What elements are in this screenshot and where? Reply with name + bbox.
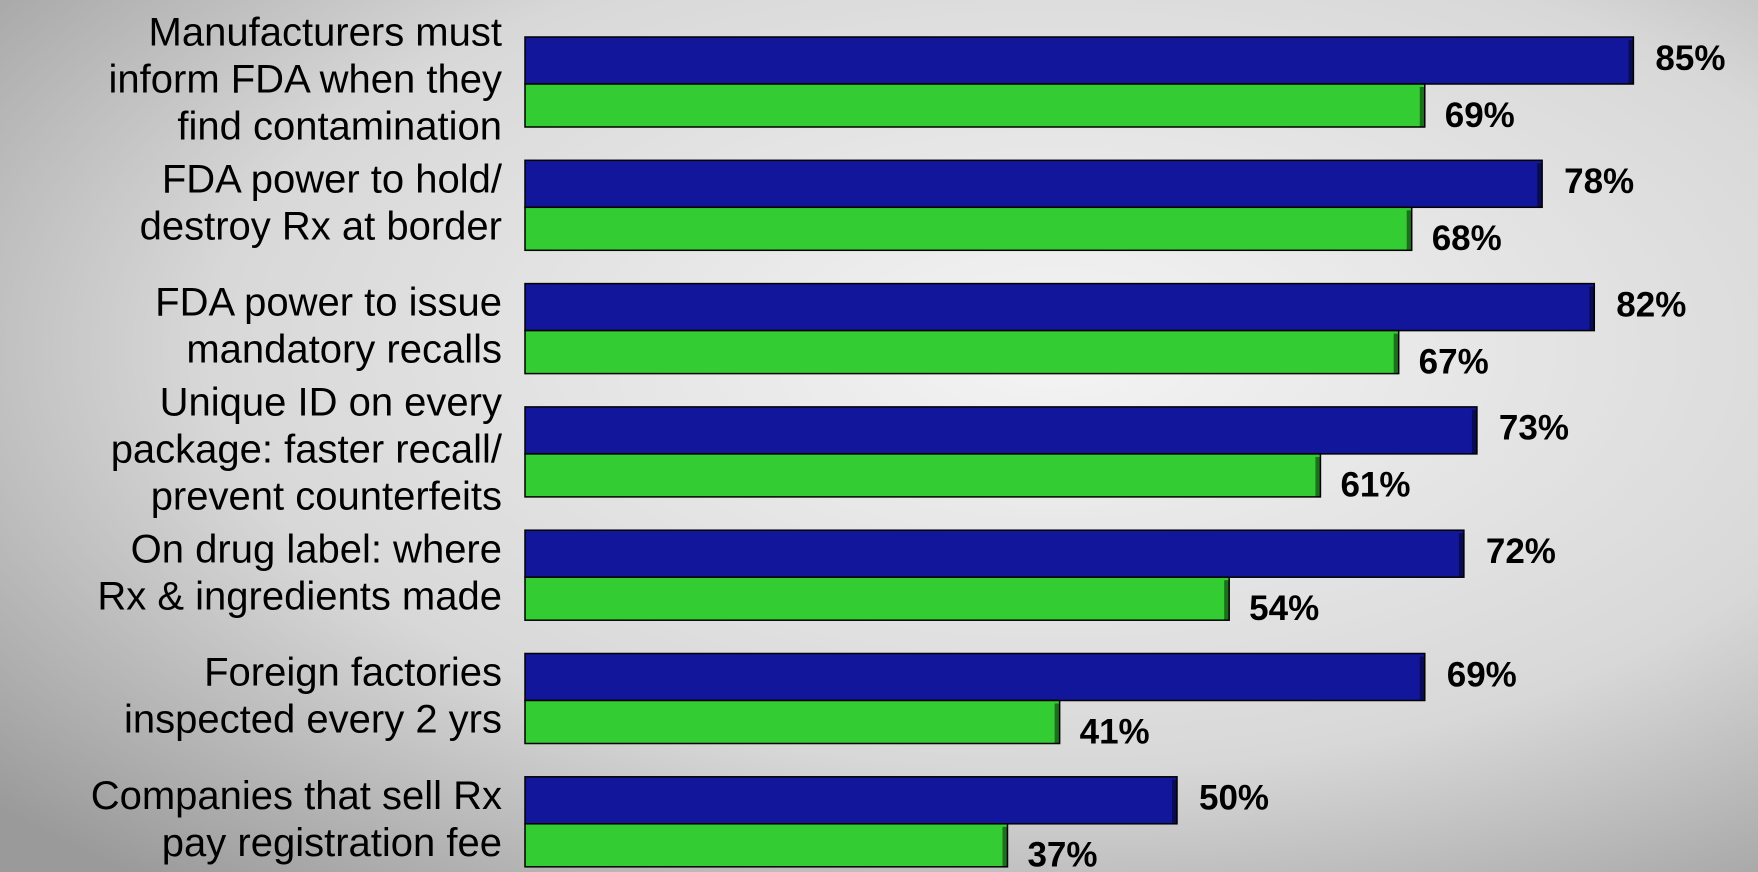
bar-edge: [1224, 580, 1229, 620]
bar-edge: [1315, 457, 1320, 497]
value-label: 41%: [1080, 712, 1150, 751]
bar-edge: [1537, 163, 1542, 207]
value-label: 82%: [1616, 285, 1686, 324]
category-label: Manufacturers must: [149, 11, 502, 55]
bar-edge: [1407, 210, 1412, 250]
bar-edge: [1055, 704, 1060, 744]
bar: [525, 207, 1412, 250]
value-label: 67%: [1419, 342, 1489, 381]
category-label: Rx & ingredients made: [97, 574, 502, 618]
value-label: 72%: [1486, 532, 1556, 571]
bar: [525, 37, 1633, 84]
category-label: On drug label: where: [131, 527, 502, 571]
bar-edge: [1459, 533, 1464, 577]
bar: [525, 407, 1477, 454]
value-label: 85%: [1655, 39, 1725, 78]
bar: [525, 160, 1542, 207]
category-label: destroy Rx at border: [140, 204, 502, 248]
bar: [525, 654, 1425, 701]
bar: [525, 701, 1060, 744]
value-label: 54%: [1249, 589, 1319, 628]
category-label: inspected every 2 yrs: [124, 698, 502, 742]
bar-edge: [1002, 827, 1007, 867]
bar: [525, 577, 1229, 620]
value-label: 61%: [1340, 466, 1410, 505]
category-label: pay registration fee: [162, 821, 502, 865]
bar: [525, 331, 1399, 374]
chart: Manufacturers mustinform FDA when theyfi…: [0, 0, 1758, 872]
category-label: Companies that sell Rx: [91, 774, 502, 818]
bar-edge: [1420, 657, 1425, 701]
value-label: 69%: [1445, 96, 1515, 135]
bar: [525, 777, 1177, 824]
category-label: prevent counterfeits: [151, 474, 502, 518]
category-label: find contamination: [177, 105, 502, 149]
value-label: 73%: [1499, 409, 1569, 448]
bar: [525, 284, 1594, 331]
bar-edge: [1420, 87, 1425, 127]
value-label: 50%: [1199, 779, 1269, 818]
category-label: mandatory recalls: [186, 328, 502, 372]
bar-edge: [1394, 334, 1399, 374]
bar-edge: [1472, 410, 1477, 454]
category-label: FDA power to hold/: [162, 157, 503, 201]
bar: [525, 530, 1464, 577]
bar: [525, 84, 1425, 127]
category-label: inform FDA when they: [109, 58, 503, 102]
bar: [525, 824, 1007, 867]
category-label: FDA power to issue: [155, 281, 502, 325]
value-label: 37%: [1027, 836, 1097, 872]
bar-edge: [1589, 287, 1594, 331]
category-label: Foreign factories: [204, 651, 502, 695]
category-label: Unique ID on every: [160, 380, 502, 424]
category-label: package: faster recall/: [111, 427, 503, 471]
bar-edge: [1172, 780, 1177, 824]
bar-edge: [1628, 40, 1633, 84]
value-label: 69%: [1447, 655, 1517, 694]
bar: [525, 454, 1320, 497]
value-label: 78%: [1564, 162, 1634, 201]
value-label: 68%: [1432, 219, 1502, 258]
